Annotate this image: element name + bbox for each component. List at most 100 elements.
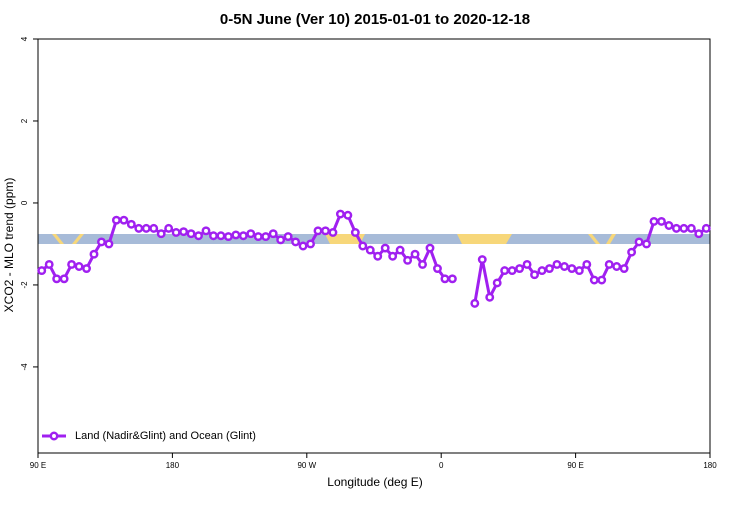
data-point — [171, 228, 181, 237]
data-point — [268, 229, 278, 239]
data-point — [44, 259, 54, 269]
x-tick-label: 90 E — [30, 461, 46, 470]
data-point — [291, 237, 301, 247]
data-point — [604, 259, 614, 269]
data-point — [104, 239, 114, 249]
data-point — [477, 255, 487, 264]
data-point — [537, 266, 547, 276]
x-tick-label: 180 — [703, 461, 717, 470]
data-point — [164, 223, 174, 233]
data-point — [545, 264, 554, 273]
data-point — [216, 231, 226, 241]
data-point — [179, 227, 189, 237]
data-point — [679, 223, 689, 233]
y-axis-label: XCO2 - MLO trend (ppm) — [2, 178, 16, 313]
data-point — [657, 216, 666, 226]
data-point — [231, 230, 241, 240]
data-point — [313, 226, 323, 236]
data-point — [567, 264, 577, 273]
chart-title: 0-5N June (Ver 10) 2015-01-01 to 2020-12… — [220, 11, 530, 28]
data-point — [671, 223, 681, 233]
data-point — [701, 223, 711, 233]
data-point — [373, 251, 383, 261]
x-tick-label: 180 — [166, 461, 180, 470]
data-point — [74, 262, 84, 271]
data-point — [276, 235, 286, 245]
data-point — [223, 232, 233, 242]
data-point — [530, 270, 539, 280]
data-point — [574, 266, 584, 276]
data-point — [425, 243, 435, 253]
data-point — [134, 223, 144, 233]
y-tick-label: 2 — [20, 118, 29, 123]
data-point — [395, 245, 405, 255]
data-point — [559, 262, 569, 271]
data-point — [515, 264, 525, 273]
data-point — [343, 210, 353, 220]
data-point — [253, 232, 263, 242]
data-point — [358, 241, 368, 251]
data-point — [492, 278, 502, 288]
data-point — [649, 216, 659, 226]
x-tick-label: 90 W — [297, 461, 316, 470]
data-point — [642, 239, 651, 249]
data-point — [418, 259, 427, 269]
data-point — [261, 232, 271, 242]
data-point — [37, 266, 47, 276]
data-point — [500, 266, 510, 276]
data-line — [40, 212, 453, 281]
data-point — [507, 266, 517, 276]
data-point — [328, 228, 338, 237]
data-point — [470, 298, 480, 308]
x-tick-label: 0 — [439, 461, 444, 470]
data-point — [194, 231, 203, 241]
data-point — [89, 249, 99, 259]
data-point — [201, 226, 211, 236]
y-tick-label: 4 — [20, 36, 29, 41]
data-point — [186, 229, 196, 239]
data-point — [156, 229, 166, 239]
data-point — [388, 251, 398, 261]
data-point — [597, 275, 607, 285]
data-point — [612, 262, 622, 271]
data-point — [306, 239, 315, 249]
data-point — [619, 264, 629, 273]
y-tick-label: 0 — [20, 200, 29, 205]
data-point — [686, 223, 696, 233]
y-tick-label: -4 — [20, 363, 29, 371]
map-strip — [38, 234, 710, 244]
data-point — [582, 259, 592, 269]
legend-marker — [49, 431, 59, 441]
x-axis-label: Longitude (deg E) — [327, 475, 422, 489]
data-point — [627, 247, 637, 257]
data-point — [403, 255, 413, 265]
data-point — [447, 274, 457, 284]
data-point — [321, 226, 330, 236]
data-point — [126, 219, 136, 229]
data-point — [552, 259, 562, 269]
data-point — [365, 245, 375, 255]
data-point — [111, 215, 121, 225]
data-point — [298, 241, 308, 251]
data-point — [119, 215, 129, 225]
data-point — [485, 292, 495, 302]
data-point — [149, 223, 159, 233]
data-point — [380, 243, 390, 253]
data-point — [440, 274, 450, 284]
data-point — [522, 259, 532, 269]
y-tick-label: -2 — [20, 281, 29, 289]
data-point — [52, 274, 62, 284]
data-point — [634, 237, 644, 247]
data-point — [67, 259, 77, 269]
data-point — [694, 229, 704, 239]
data-point — [238, 231, 248, 241]
plot-frame — [37, 38, 711, 454]
legend-label: Land (Nadir&Glint) and Ocean (Glint) — [75, 430, 256, 442]
data-point — [59, 274, 69, 284]
data-point — [350, 228, 360, 237]
data-point — [410, 249, 420, 259]
data-point — [141, 223, 151, 233]
data-point — [433, 264, 442, 273]
data-point — [209, 231, 218, 241]
